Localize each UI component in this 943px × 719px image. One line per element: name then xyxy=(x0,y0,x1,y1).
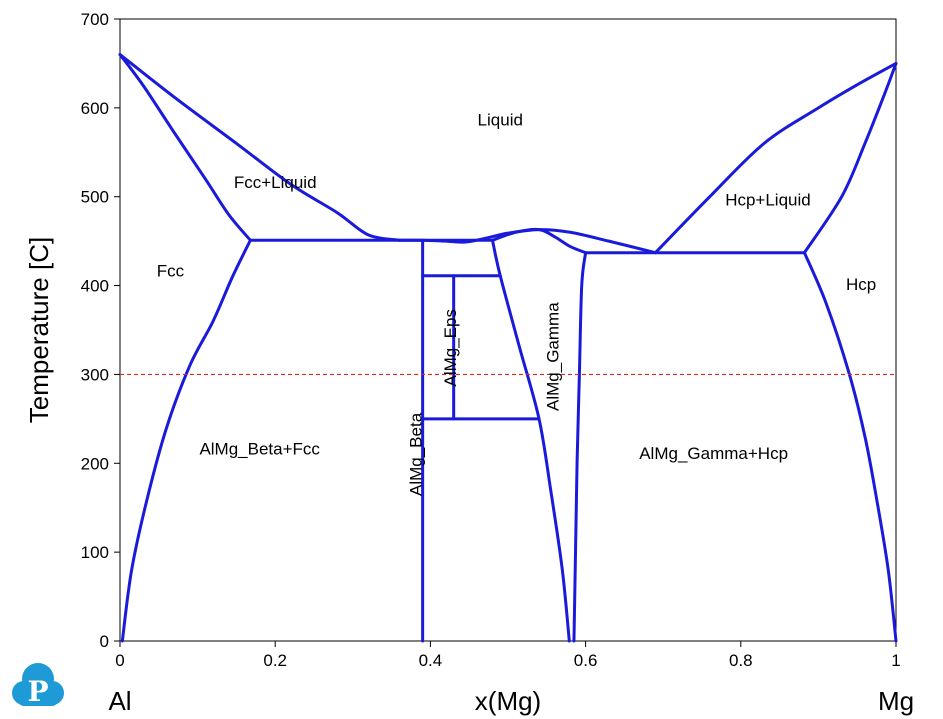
region-label: Hcp xyxy=(846,275,876,294)
x-tick-label: 0.6 xyxy=(574,651,598,670)
phase-boundary-line-10 xyxy=(490,238,571,643)
y-tick-label: 200 xyxy=(81,454,109,473)
y-tick-label: 300 xyxy=(81,365,109,384)
y-tick-label: 400 xyxy=(81,277,109,296)
axis-ticks: 0 0.2 0.4 0.6 0.8 1 0 100 200 300 400 500 600 700 xyxy=(81,10,901,670)
region-label: AlMg_Gamma xyxy=(543,302,562,411)
region-label: Hcp+Liquid xyxy=(725,191,811,210)
phase-boundary-line-14 xyxy=(653,61,898,255)
x-tick-label: 0.8 xyxy=(729,651,753,670)
x-axis-title: x(Mg) xyxy=(475,686,541,716)
phase-boundary-line-16 xyxy=(802,251,898,643)
region-label: Fcc xyxy=(157,262,185,281)
phase-boundary-line-11 xyxy=(490,227,588,255)
y-tick-label: 100 xyxy=(81,543,109,562)
x-tick-label: 0.4 xyxy=(419,651,443,670)
phase-boundary-line-2 xyxy=(118,53,252,242)
right-endpoint-label: Mg xyxy=(878,686,914,716)
x-tick-label: 0.2 xyxy=(263,651,287,670)
y-tick-label: 600 xyxy=(81,99,109,118)
phase-boundary-line-5 xyxy=(397,228,657,255)
plot-frame xyxy=(119,18,897,642)
logo: P xyxy=(12,663,64,708)
region-labels: Liquid Fcc+Liquid Fcc Hcp+Liquid Hcp AlMg_Bet… xyxy=(157,111,876,496)
region-label: Fcc+Liquid xyxy=(234,173,317,192)
region-label: AlMg_Beta xyxy=(407,412,426,496)
logo-p-glyph: P xyxy=(27,675,48,708)
plot-area-border xyxy=(119,18,897,642)
phase-boundary-line-12 xyxy=(572,251,588,643)
phase-boundary-line-15 xyxy=(802,61,898,255)
phase-boundaries xyxy=(118,53,898,643)
region-label: AlMg_Gamma+Hcp xyxy=(639,444,788,463)
x-tick-label: 0 xyxy=(115,651,124,670)
y-tick-label: 700 xyxy=(81,10,109,29)
logo-cloud-base xyxy=(18,690,58,706)
region-label: AlMg_Beta+Fcc xyxy=(199,439,320,458)
region-label: Liquid xyxy=(478,111,523,130)
phase-boundary-line-1 xyxy=(118,53,401,242)
left-endpoint-label: Al xyxy=(108,686,131,716)
region-label: AlMg_Eps xyxy=(441,309,460,386)
y-tick-label: 0 xyxy=(100,632,109,651)
y-tick-label: 500 xyxy=(81,188,109,207)
x-tick-label: 1 xyxy=(891,651,900,670)
y-axis-title: Temperature [C] xyxy=(24,237,54,423)
phase-boundary-line-3 xyxy=(120,238,252,643)
